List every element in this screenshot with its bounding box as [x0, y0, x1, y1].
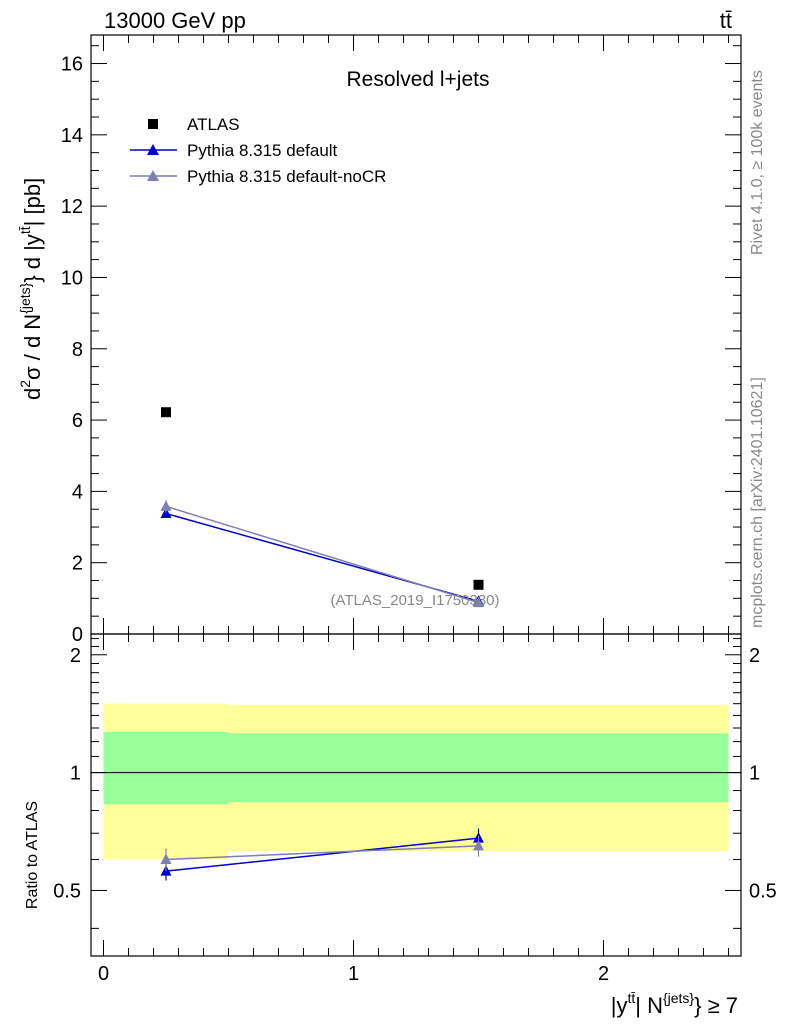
x-axis-label: |ytt̄| N{jets}} ≥ 7 [611, 990, 738, 1018]
process-label: tt̄ [720, 8, 732, 33]
main-point-2-1 [473, 596, 484, 608]
main-ytick-label: 12 [61, 196, 83, 218]
svg-text:d2σ / d N{jets}} d |ytt̄| [pb: d2σ / d N{jets}} d |ytt̄| [pb] [17, 178, 45, 400]
ratio-ytick-label-left: 0.5 [53, 880, 81, 902]
svg-text:|ytt̄| N{jets}} ≥ 7: |ytt̄| N{jets}} ≥ 7 [611, 990, 738, 1018]
ratio-frame [90, 633, 742, 957]
ratio-point-1-1 [473, 839, 484, 851]
ratio-ytick-label-right: 2 [749, 645, 760, 667]
ratio-band-inner-1 [228, 733, 729, 803]
xtick-label: 1 [348, 963, 359, 985]
watermark-label: (ATLAS_2019_I1750330) [330, 592, 499, 609]
ratio-ytick-label-right: 0.5 [749, 880, 777, 902]
legend-default-label: Pythia 8.315 default [187, 141, 338, 160]
main-ytick-label: 16 [61, 54, 83, 76]
legend-default-marker [147, 144, 159, 155]
energy-label: 13000 GeV pp [104, 8, 246, 33]
main-point-atlas-1 [473, 579, 484, 590]
main-ytick-label: 8 [72, 339, 83, 361]
legend-nocr-marker [147, 170, 159, 181]
ratio-ylabel: Ratio to ATLAS [24, 801, 41, 909]
legend-atlas-label: ATLAS [187, 115, 240, 134]
ratio-ytick-label-right: 1 [749, 763, 760, 785]
legend: ATLAS Pythia 8.315 default Pythia 8.315 … [130, 115, 386, 186]
main-ytick-label: 0 [72, 624, 83, 646]
main-ytick-label: 2 [72, 553, 83, 575]
ratio-ytick-label-left: 1 [70, 763, 81, 785]
chart-title: Resolved l+jets [347, 68, 490, 91]
ratio-marks [160, 828, 484, 881]
main-ytick-label: 4 [72, 481, 83, 503]
main-ytick-label: 6 [72, 410, 83, 432]
ratio-band-inner-0 [103, 731, 229, 805]
ratio-point-1-0 [160, 853, 172, 864]
ratio-ytick-label-left: 2 [70, 645, 81, 667]
legend-atlas-marker [148, 119, 158, 129]
main-ylabel: d2σ / d N{jets}} d |ytt̄| [pb] [17, 178, 45, 400]
main-point-atlas-0 [161, 407, 171, 418]
mcplots-label: mcplots.cern.ch [arXiv:2401.10621] [749, 377, 766, 628]
main-ytick-label: 10 [61, 267, 83, 289]
main-ytick-label: 14 [61, 125, 83, 147]
ratio-line-0 [165, 837, 479, 872]
rivet-label: Rivet 4.1.0, ≥ 100k events [749, 70, 766, 255]
legend-nocr-label: Pythia 8.315 default-noCR [187, 167, 386, 186]
main-point-2-0 [160, 500, 172, 511]
xtick-label: 2 [598, 963, 609, 985]
main-marks [160, 407, 484, 608]
ratio-line-1 [165, 845, 479, 861]
ratio-bands [91, 703, 741, 860]
xtick-label: 0 [98, 963, 109, 985]
main-line-2 [165, 505, 479, 604]
